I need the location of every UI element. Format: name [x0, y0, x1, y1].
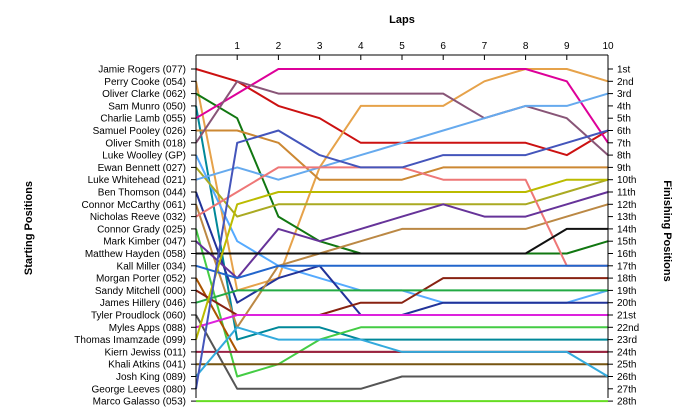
starting-position-label: Luke Woolley (GP) [102, 151, 186, 162]
finishing-position-label: 27th [617, 384, 636, 395]
starting-position-label: Tyler Proudlock (060) [91, 311, 186, 322]
starting-position-label: Khali Atkins (041) [108, 360, 186, 371]
finishing-position-label: 20th [617, 298, 636, 309]
finishing-position-label: 22nd [617, 323, 639, 334]
starting-position-label: Ewan Bennett (027) [98, 163, 186, 174]
series-line-22 [195, 178, 608, 340]
series-line-14 [195, 191, 609, 280]
finishing-position-label: 26th [617, 372, 636, 383]
finishing-position-label: 13th [617, 212, 636, 223]
finishing-position-label: 8th [617, 151, 631, 162]
finishing-position-label: 15th [617, 237, 636, 248]
finishing-position-label: 17th [617, 261, 636, 272]
series-line-13 [195, 228, 608, 378]
lap-tick-label: 7 [482, 41, 488, 52]
x-axis-title: Laps [389, 14, 415, 26]
lap-tick-labels: 1 2 3 4 5 6 7 8 9 10 [234, 41, 614, 60]
lap-tick-label: 9 [564, 41, 570, 52]
finishing-position-label: 2nd [617, 77, 634, 88]
starting-position-label: Perry Cooke (054) [104, 77, 186, 88]
starting-position-label: Connor Grady (025) [97, 224, 186, 235]
starting-position-labels: Jamie Rogers (077)Perry Cooke (054)Olive… [74, 65, 196, 408]
starting-position-label: Kall Miller (034) [117, 261, 186, 272]
starting-position-label: Morgan Porter (052) [96, 274, 186, 285]
series-line-16 [195, 264, 608, 280]
starting-position-label: Sam Munro (050) [108, 101, 186, 112]
series-line-5 [196, 129, 608, 181]
series-line-26 [195, 129, 609, 389]
starting-position-label: Luke Whitehead (021) [88, 175, 186, 186]
finishing-position-label: 3rd [617, 89, 631, 100]
series-line-6 [195, 80, 609, 156]
starting-position-label: Jamie Rogers (077) [98, 65, 186, 76]
starting-position-label: Nicholas Reeve (032) [90, 212, 186, 223]
series-line-1 [195, 68, 609, 292]
series-line-8 [195, 166, 609, 218]
right-axis-title: Finishing Positions [661, 180, 673, 281]
starting-position-label: Mark Kimber (047) [103, 237, 186, 248]
finishing-position-label: 16th [617, 249, 636, 260]
finishing-position-label: 6th [617, 126, 631, 137]
finishing-position-label: 18th [617, 274, 636, 285]
starting-position-label: Myles Apps (088) [109, 323, 186, 334]
finishing-position-label: 19th [617, 286, 636, 297]
lap-tick-label: 6 [440, 41, 446, 52]
lap-tick-label: 5 [399, 41, 405, 52]
starting-position-label: Charlie Lamb (055) [100, 114, 186, 125]
starting-position-label: Josh King (089) [116, 372, 186, 383]
left-axis-title: Starting Positions [23, 181, 35, 275]
lap-tick-label: 4 [358, 41, 364, 52]
starting-position-label: Ben Thomson (044) [98, 188, 186, 199]
series-line-11 [195, 203, 609, 329]
finishing-position-label: 5th [617, 114, 631, 125]
series-line-15 [196, 227, 608, 255]
finishing-position-label: 10th [617, 175, 636, 186]
finishing-position-label: 14th [617, 224, 636, 235]
series-lines [195, 68, 609, 403]
series-line-3 [195, 105, 608, 341]
series-line-20 [195, 314, 608, 390]
starting-position-label: Thomas Imamzade (099) [74, 335, 186, 346]
starting-position-label: Connor McCarthy (061) [82, 200, 186, 211]
lap-tick-label: 1 [234, 41, 240, 52]
starting-position-label: Matthew Hayden (058) [85, 249, 186, 260]
finishing-position-label: 25th [617, 360, 636, 371]
finishing-position-label: 9th [617, 163, 631, 174]
lap-tick-label: 10 [602, 41, 614, 52]
finishing-position-label: 4th [617, 101, 631, 112]
lap-tick-label: 8 [523, 41, 529, 52]
finishing-position-label: 24th [617, 347, 636, 358]
series-line-19 [195, 289, 608, 304]
finishing-position-label: 11th [617, 188, 636, 199]
finishing-position-label: 1st [617, 65, 631, 76]
starting-position-label: Oliver Clarke (062) [102, 89, 186, 100]
starting-position-label: Oliver Smith (018) [105, 138, 186, 149]
series-line-4 [195, 68, 609, 144]
finishing-position-label: 12th [617, 200, 636, 211]
starting-position-label: Samuel Pooley (026) [93, 126, 186, 137]
starting-position-label: James Hillery (046) [100, 298, 186, 309]
series-line-25 [195, 326, 609, 378]
lap-tick-label: 2 [276, 41, 282, 52]
finishing-position-label: 21st [617, 311, 636, 322]
finishing-position-label: 7th [617, 138, 631, 149]
starting-position-label: Sandy Mitchell (000) [95, 286, 186, 297]
finishing-position-label: 28th [617, 397, 636, 408]
starting-position-label: Kiern Jewiss (011) [104, 347, 186, 358]
series-line-21 [195, 314, 608, 329]
finishing-position-labels: 1st2nd3rd4th5th6th7th8th9th10th11th12th1… [608, 65, 639, 408]
finishing-position-label: 23rd [617, 335, 637, 346]
lap-tick-label: 3 [317, 41, 323, 52]
starting-position-label: George Leeves (080) [91, 384, 186, 395]
starting-position-label: Marco Galasso (053) [93, 397, 186, 408]
